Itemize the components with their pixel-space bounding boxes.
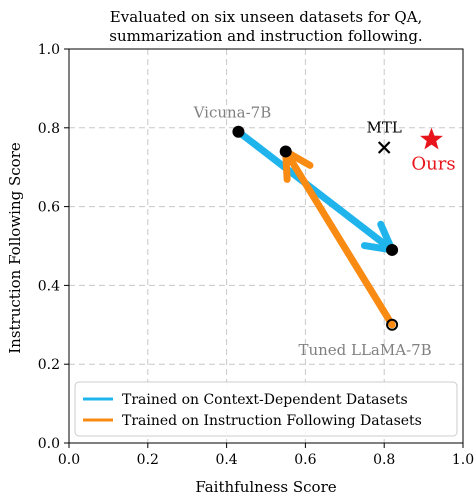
y-tick-label: 0.0	[38, 436, 60, 452]
y-tick-label: 0.8	[38, 121, 60, 137]
x-tick-label: 0.4	[215, 452, 237, 468]
legend-label: Trained on Context-Dependent Datasets	[122, 392, 408, 408]
y-tick-label: 0.6	[38, 200, 60, 216]
point-label: Tuned LLaMA-7B	[298, 341, 431, 359]
y-tick-label: 1.0	[38, 42, 60, 58]
point-marker	[279, 145, 292, 158]
point-label: Ours	[411, 154, 455, 175]
star-marker	[420, 127, 443, 150]
point-label: MTL	[367, 119, 402, 137]
x-tick-label: 0.6	[294, 452, 316, 468]
x-tick-label: 0.2	[137, 452, 159, 468]
point-marker	[386, 243, 399, 256]
x-tick-label: 1.0	[452, 452, 474, 468]
grid	[69, 49, 463, 443]
arrow-shaft	[287, 156, 396, 329]
legend: Trained on Context-Dependent Datasets Tra…	[74, 381, 458, 437]
y-tick-label: 0.4	[38, 278, 60, 294]
plot-frame	[68, 48, 464, 444]
markers	[232, 125, 443, 331]
legend-box	[74, 381, 458, 437]
point-labels: Vicuna-7B Tuned LLaMA-7B MTL Ours	[193, 104, 456, 359]
y-tick-label: 0.2	[38, 357, 60, 373]
legend-label: Trained on Instruction Following Dataset…	[122, 413, 422, 429]
ticks: 0.0 0.2 0.4 0.6 0.8 1.0 0.0 0.2 0.4 0.6 0.8 1.0	[38, 42, 474, 468]
title-line-2: summarization and instruction following.	[109, 27, 422, 45]
point-label: Vicuna-7B	[193, 104, 272, 122]
x-tick-label: 0.0	[58, 452, 80, 468]
x-axis-label: Faithfulness Score	[195, 478, 336, 496]
x-marker	[377, 141, 391, 154]
y-axis-label: Instruction Following Score	[6, 142, 24, 354]
x-tick-label: 0.8	[373, 452, 395, 468]
chart-title: Evaluated on six unseen datasets for QA,…	[109, 8, 422, 45]
point-marker	[232, 125, 245, 138]
point-marker	[386, 318, 399, 331]
arrows	[234, 128, 396, 329]
title-line-1: Evaluated on six unseen datasets for QA,	[110, 8, 422, 26]
